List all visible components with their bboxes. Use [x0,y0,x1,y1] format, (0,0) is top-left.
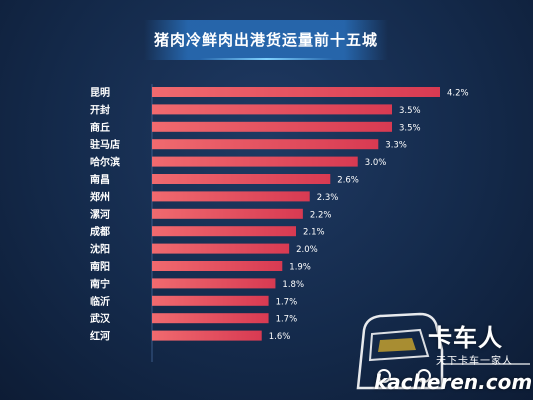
bar [152,330,262,341]
value-label: 2.0% [296,245,318,255]
bar [152,87,440,97]
value-label: 3.3% [385,141,407,151]
category-label: 临沂 [90,295,110,308]
category-label: 南昌 [90,173,110,186]
title-underline [200,58,333,60]
category-label: 驻马店 [90,138,120,151]
chart-title: 猪肉冷鲜肉出港货运量前十五城 [153,31,378,49]
bar [152,208,303,219]
value-label: 1.8% [282,280,304,290]
value-label: 2.3% [317,193,339,203]
bar [152,191,310,202]
category-label: 南宁 [90,277,110,290]
watermark-domain: kacheren.com [374,370,533,394]
category-label: 开封 [90,103,110,116]
bar [152,226,296,237]
category-label: 南阳 [90,260,110,273]
value-label: 2.6% [337,176,359,186]
bar [152,295,269,306]
category-label: 郑州 [90,190,110,203]
bar [152,174,331,184]
bar [152,121,392,132]
bar [152,104,392,115]
bar [152,243,290,254]
watermark-slogan: 天下卡车一家人 [436,356,513,367]
value-label: 1.7% [276,297,298,307]
bar [152,313,269,324]
value-label: 3.5% [399,106,421,116]
category-label: 哈尔滨 [90,156,120,169]
category-label: 昆明 [90,87,110,99]
title-banner [144,20,388,60]
bar [152,156,358,167]
category-label: 沈阳 [90,243,110,256]
value-label: 4.2% [447,89,469,99]
category-label: 漯河 [90,208,110,221]
value-label: 1.9% [289,263,311,273]
category-label: 成都 [90,225,110,238]
value-label: 2.2% [310,210,332,220]
truck-icon [356,312,530,390]
value-label: 3.5% [399,123,421,133]
value-label: 3.0% [365,158,387,168]
bar [152,278,276,289]
bar [152,261,283,271]
value-label: 1.7% [276,315,298,325]
category-label: 商丘 [90,121,110,134]
category-label: 红河 [90,330,110,343]
category-label: 武汉 [90,312,111,325]
bar [152,139,379,150]
value-label: 2.1% [303,228,325,238]
value-label: 1.6% [269,332,291,342]
watermark-brand: 卡车人 [428,324,503,352]
